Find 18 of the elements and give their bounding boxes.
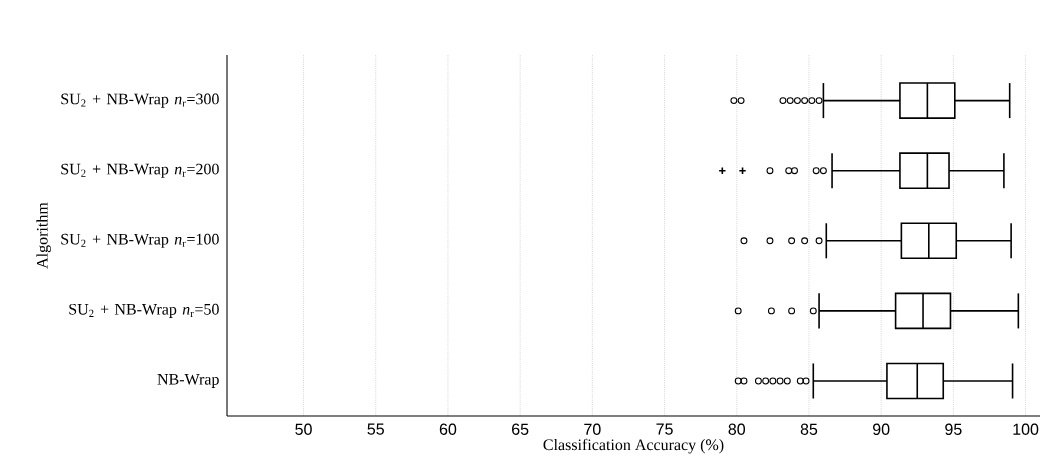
x-tick-label: 75 [656, 423, 673, 435]
x-tick-label: 80 [728, 423, 746, 435]
y-tick-label: SU$_{2}$ + NB-Wrap n$_{r}$=100 [61, 233, 219, 248]
x-tick-label: 70 [584, 423, 601, 435]
x-tick-label: 65 [512, 423, 529, 435]
x-tick-label: 60 [439, 423, 457, 435]
x-tick-label: 100 [1013, 423, 1039, 435]
y-tick-label: NB-Wrap [157, 374, 219, 388]
x-tick-label: 50 [295, 423, 312, 435]
y-tick-label: SU$_{2}$ + NB-Wrap n$_{r}$=200 [61, 163, 219, 178]
y-tick-label: SU$_{2}$ + NB-Wrap n$_{r}$=300 [61, 93, 219, 108]
x-tick-label: 95 [945, 423, 962, 435]
x-tick-label: 90 [873, 423, 890, 435]
y-axis-title: Algorithm [36, 202, 51, 269]
x-tick-label: 55 [367, 423, 384, 435]
x-axis-title: Classification Accuracy (%) [543, 438, 724, 454]
x-tick-label: 85 [800, 423, 818, 435]
y-tick-label: SU$_{2}$ + NB-Wrap n$_{r}$=50 [69, 303, 219, 318]
